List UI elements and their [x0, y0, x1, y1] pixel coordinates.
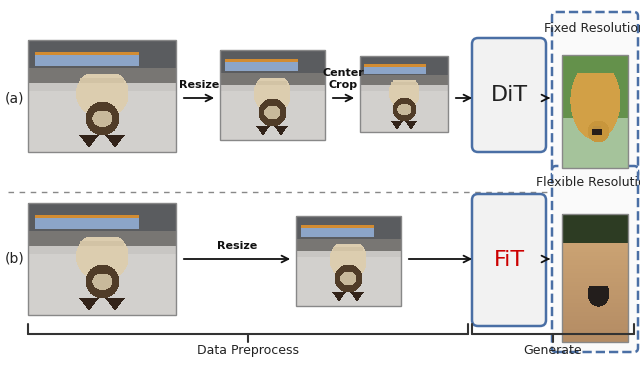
Text: Generate: Generate: [524, 344, 582, 357]
FancyBboxPatch shape: [472, 38, 546, 152]
FancyBboxPatch shape: [552, 12, 638, 178]
Text: Flexible Resolution: Flexible Resolution: [536, 176, 640, 189]
Text: (b): (b): [5, 252, 25, 266]
FancyBboxPatch shape: [472, 194, 546, 326]
Text: Resize: Resize: [179, 80, 219, 90]
Text: Fixed Resolution: Fixed Resolution: [544, 22, 640, 35]
Text: (a): (a): [5, 91, 25, 105]
FancyBboxPatch shape: [552, 166, 638, 352]
Text: Center
Crop: Center Crop: [323, 68, 364, 90]
Text: DiT: DiT: [490, 85, 527, 105]
Text: Data Preprocess: Data Preprocess: [197, 344, 299, 357]
Text: Resize: Resize: [217, 241, 257, 251]
Text: FiT: FiT: [493, 250, 525, 270]
